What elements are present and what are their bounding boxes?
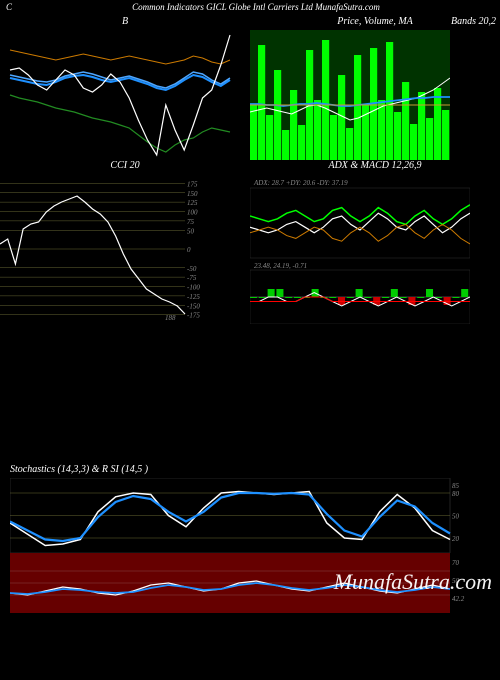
svg-text:188: 188 [165, 314, 176, 322]
svg-text:-100: -100 [187, 284, 200, 292]
svg-text:50: 50 [187, 227, 195, 235]
panel-cci: CCI 20 17515012510075500-50-75-100-125-1… [0, 160, 250, 324]
panel-bollinger: B [0, 16, 250, 160]
svg-text:150: 150 [187, 190, 198, 198]
page-title: Common Indicators GICL Globe Intl Carrie… [132, 2, 380, 12]
svg-text:80: 80 [452, 490, 460, 498]
svg-text:70: 70 [452, 559, 460, 567]
panel-adx-macd: ADX & MACD 12,26,9 ADX: 28.7 +DY: 20.6 -… [250, 160, 500, 324]
header-prefix: C [6, 2, 12, 12]
svg-text:-150: -150 [187, 302, 200, 310]
svg-text:20: 20 [452, 535, 460, 543]
spacer [0, 324, 500, 464]
chart-adx-macd: ADX: 28.7 +DY: 20.6 -DY: 37.19 23.48, 24.… [250, 174, 470, 324]
svg-text:50: 50 [452, 513, 460, 521]
cci-title: CCI 20 [0, 160, 250, 174]
chart-bollinger [0, 30, 250, 160]
svg-text:75: 75 [187, 218, 195, 226]
adx-title: ADX & MACD 12,26,9 [250, 160, 500, 174]
chart-stochastics: 80 50 20 85 [10, 478, 470, 553]
svg-text:-75: -75 [187, 274, 197, 282]
stoch-title: Stochastics (14,3,3) & R SI (14,5 ) [10, 464, 500, 478]
watermark: MunafaSutra.com [334, 569, 492, 595]
chart-volume [250, 30, 450, 160]
svg-text:42.2: 42.2 [452, 595, 465, 603]
chart-cci: 175 150125 1007550 0 -50-75 -100-125-150 -175 1… [0, 174, 230, 324]
svg-text:-175: -175 [187, 312, 200, 320]
panel-stoch: Stochastics (14,3,3) & R SI (14,5 ) 80 50… [10, 464, 500, 553]
svg-text:125: 125 [187, 199, 198, 207]
svg-text:85: 85 [452, 482, 460, 490]
svg-text:100: 100 [187, 209, 198, 217]
bands-label: Bands 20,2 [451, 16, 496, 27]
svg-text:ADX: 28.7 +DY: 20.6 -DY: 37.: ADX: 28.7 +DY: 20.6 -DY: 37.19 [253, 179, 348, 187]
svg-text:-50: -50 [187, 265, 197, 273]
bollinger-title: B [0, 16, 250, 30]
svg-text:-125: -125 [187, 293, 200, 301]
svg-text:23.48, 24.19, -0.71: 23.48, 24.19, -0.71 [254, 262, 307, 270]
svg-text:175: 175 [187, 180, 198, 188]
panel-volume: Bands 20,2 Price, Volume, MA [250, 16, 500, 160]
svg-text:0: 0 [187, 246, 191, 254]
